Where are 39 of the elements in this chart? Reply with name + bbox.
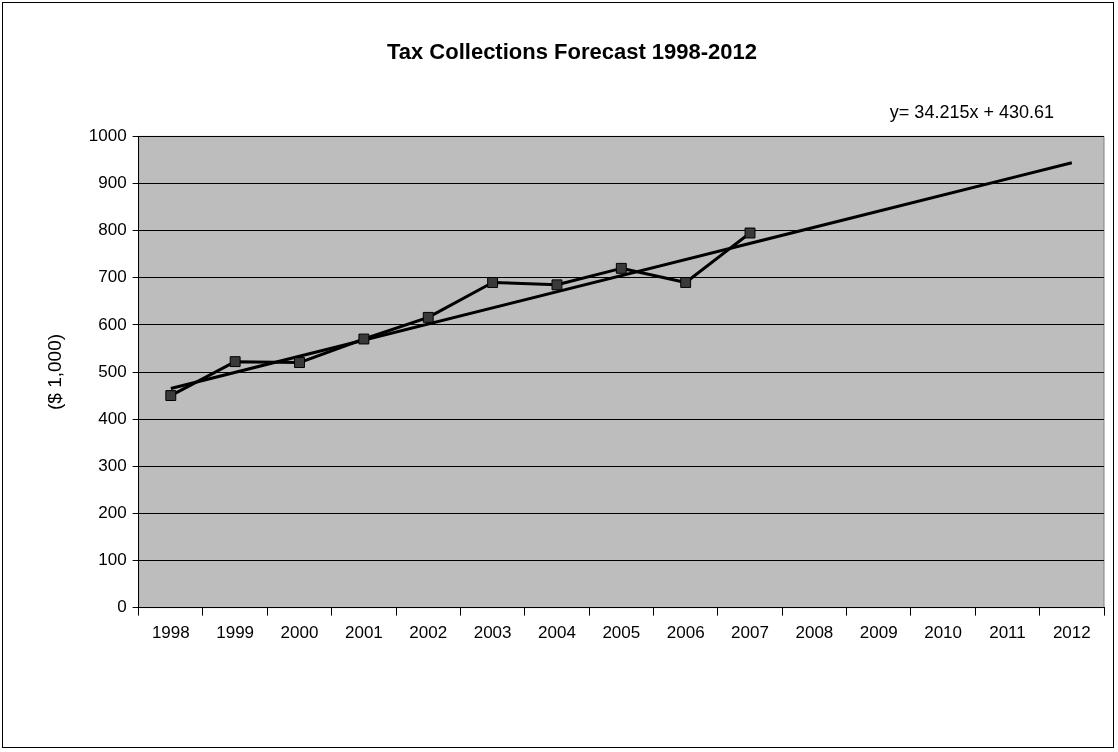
text: y= 34.215x + 430.61 xyxy=(889,102,1054,123)
y-tick-label: 700 xyxy=(98,267,127,287)
x-tick-label: 2005 xyxy=(602,623,641,643)
x-tick-label: 2007 xyxy=(731,623,769,643)
x-tick-label: 2001 xyxy=(344,623,383,643)
chart-title: Tax Collections Forecast 1998-2012 xyxy=(386,39,758,65)
point xyxy=(422,311,434,323)
y-tick-label: 800 xyxy=(98,220,127,240)
y-tick-label: 400 xyxy=(98,408,127,428)
x-tick-label: 2002 xyxy=(409,623,448,643)
x-tick-label: 2011 xyxy=(989,623,1026,643)
point xyxy=(551,279,563,291)
y-tick-label: 900 xyxy=(98,173,127,193)
y-axis-title: ($ 1,000) xyxy=(43,333,65,411)
x-tick-label: 2008 xyxy=(795,623,834,643)
x-tick-label: 2009 xyxy=(859,623,898,643)
y-tick-label: 600 xyxy=(98,314,127,334)
y-tick-label: 500 xyxy=(98,361,127,381)
x-tick-label: 1998 xyxy=(151,623,190,643)
point xyxy=(358,333,370,345)
point xyxy=(744,227,756,239)
y-tick-label: 1000 xyxy=(88,126,127,146)
x-tick-label: 2006 xyxy=(666,623,705,643)
x-tick-label: 2010 xyxy=(924,623,963,643)
point xyxy=(615,262,627,274)
x-tick-label: 2012 xyxy=(1052,623,1091,643)
y-tick-label: 0 xyxy=(117,597,127,617)
point xyxy=(165,390,177,402)
y-tick-label: 100 xyxy=(98,550,127,570)
point xyxy=(229,356,241,368)
y-tick-label: 300 xyxy=(98,455,127,475)
x-tick-label: 2003 xyxy=(473,623,512,643)
point xyxy=(294,357,305,369)
x-tick-label: 2000 xyxy=(280,623,319,643)
y-tick-label: 200 xyxy=(98,503,127,523)
x-tick-label: 2004 xyxy=(538,623,576,643)
point xyxy=(487,277,499,288)
point xyxy=(680,277,692,288)
x-tick-label: 1999 xyxy=(216,623,255,643)
